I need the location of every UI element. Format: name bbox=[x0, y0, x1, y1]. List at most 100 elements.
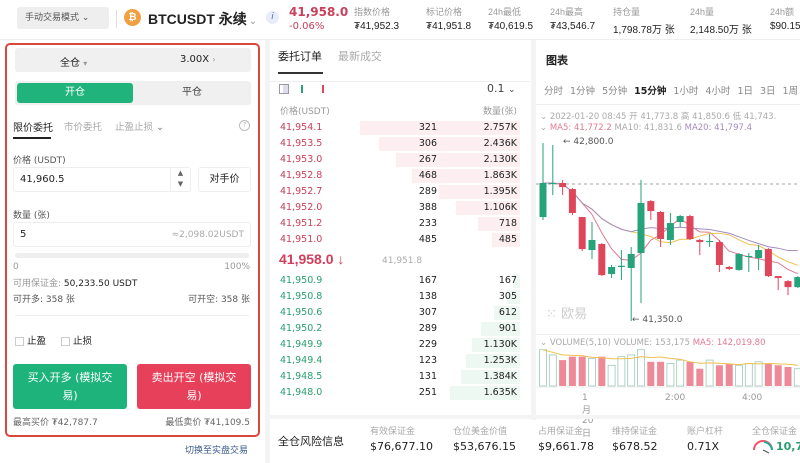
margin-mode-dropdown[interactable]: 全仓 ▾ bbox=[60, 54, 87, 69]
timeframe-tab[interactable]: 1小时 bbox=[673, 86, 699, 97]
tab-orders[interactable]: 委托订单 bbox=[278, 50, 322, 63]
close-tab[interactable]: 平仓 bbox=[182, 87, 202, 98]
order-total: 1.130K bbox=[483, 339, 517, 350]
checkbox-icon[interactable] bbox=[15, 337, 24, 346]
depth-bar bbox=[460, 370, 520, 384]
candle-body bbox=[559, 183, 567, 188]
risk-label: 账户杠杆 bbox=[687, 427, 724, 437]
tab-latest-trades[interactable]: 最新成交 bbox=[338, 50, 382, 63]
candle-body bbox=[657, 211, 665, 239]
trade-mode-dropdown[interactable]: 手动交易模式 ⌄ bbox=[17, 7, 109, 29]
timeframe-tab[interactable]: 3日 bbox=[759, 86, 776, 97]
ma-info: ⌄ MA5: 41,772.2 MA10: 41,831.6 MA20: 41,… bbox=[540, 123, 752, 133]
candle-body bbox=[764, 249, 772, 277]
candle-body bbox=[735, 253, 743, 270]
sell-short-button[interactable]: 卖出开空 (模拟交易) bbox=[137, 364, 251, 409]
order-price: 41,953.5 bbox=[280, 138, 323, 149]
order-total: 167 bbox=[498, 275, 517, 286]
bid-row[interactable]: 41,950.8 138 305 bbox=[275, 289, 525, 305]
timeframe-tab[interactable]: 5分钟 bbox=[602, 86, 628, 97]
timeframe-tab[interactable]: 4小时 bbox=[705, 86, 731, 97]
price-input[interactable]: 41,960.5 ▲ ▼ bbox=[13, 167, 191, 192]
stop-loss-checkbox[interactable]: 止损 bbox=[61, 333, 92, 347]
depth-bar bbox=[378, 137, 520, 151]
leverage-button[interactable]: 3.00X › bbox=[180, 54, 216, 65]
volume-bar bbox=[686, 361, 694, 386]
volume-bar bbox=[735, 364, 743, 387]
bid-row[interactable]: 41,950.6 307 612 bbox=[275, 305, 525, 321]
bid-row[interactable]: 41,948.5 131 1.384K bbox=[275, 369, 525, 385]
candle-body bbox=[676, 216, 684, 223]
timeframe-tabs: 分时 1分钟 5分钟 15分钟 1小时 4小时 1日 3日 1周 bbox=[544, 83, 800, 97]
take-profit-checkbox[interactable]: 止盈 bbox=[15, 333, 46, 347]
tab-limit-order[interactable]: 限价委托 bbox=[13, 123, 53, 134]
qty-slider[interactable] bbox=[15, 253, 249, 258]
buy-long-button[interactable]: 买入开多 (模拟交易) bbox=[13, 364, 127, 409]
divider bbox=[270, 415, 800, 419]
help-icon[interactable]: ? bbox=[239, 120, 250, 131]
timeframe-tab[interactable]: 1日 bbox=[737, 86, 753, 97]
divider bbox=[270, 81, 530, 82]
ask-row[interactable]: 41,952.8 468 1.863K bbox=[275, 168, 525, 184]
divider bbox=[536, 104, 800, 105]
ask-row[interactable]: 41,951.2 233 718 bbox=[275, 216, 525, 232]
ask-row[interactable]: 41,953.0 267 2.130K bbox=[275, 152, 525, 168]
order-price: 41,954.1 bbox=[280, 122, 323, 133]
timeframe-tab[interactable]: 1周 bbox=[782, 86, 799, 97]
max-buy-price: 最高买价 ₮42,787.7 bbox=[13, 418, 98, 428]
order-total: 901 bbox=[498, 323, 517, 334]
timeframe-tab[interactable]: 1分钟 bbox=[570, 86, 596, 97]
volume-bar bbox=[598, 356, 606, 386]
candle-body bbox=[617, 265, 625, 267]
order-price: 41,951.2 bbox=[280, 218, 323, 229]
price-stepper[interactable]: ▲ ▼ bbox=[170, 168, 190, 191]
depth-both-icon[interactable] bbox=[279, 84, 289, 94]
precision-value: 0.1 bbox=[487, 82, 505, 95]
counter-price-button[interactable]: 对手价 bbox=[198, 167, 251, 192]
ask-row[interactable]: 41,954.1 321 2.757K bbox=[275, 120, 525, 136]
volume-bar bbox=[548, 354, 557, 387]
tab-tp-sl[interactable]: 止盈止损 ⌄ bbox=[115, 119, 164, 133]
symbol-selector[interactable]: BTCUSDT 永续 ⌄ bbox=[148, 9, 257, 29]
bid-row[interactable]: 41,950.2 289 901 bbox=[275, 321, 525, 337]
ask-row[interactable]: 41,952.7 289 1.395K bbox=[275, 184, 525, 200]
bid-row[interactable]: 41,949.4 123 1.253K bbox=[275, 353, 525, 369]
arrow-down-icon[interactable]: ▼ bbox=[177, 180, 184, 188]
order-price: 41,949.4 bbox=[280, 355, 323, 366]
depth-bids-icon[interactable] bbox=[301, 85, 303, 93]
stat-item: 24h量 2,148.50万 张 bbox=[690, 5, 752, 36]
timeframe-tab[interactable]: 分时 bbox=[544, 86, 564, 97]
avail-margin-value: 50,233.50 USDT bbox=[63, 279, 138, 289]
candle-body bbox=[568, 189, 576, 213]
arrow-up-icon[interactable]: ▲ bbox=[177, 169, 184, 177]
depth-asks-icon[interactable] bbox=[322, 85, 324, 93]
candle-body bbox=[647, 201, 655, 212]
checkbox-icon[interactable] bbox=[61, 337, 70, 346]
qty-input[interactable]: 5 ≈2,098.02USDT bbox=[13, 222, 251, 247]
switch-live-trading-link[interactable]: 切换至实盘交易 bbox=[185, 446, 249, 456]
risk-value: $53,676.15 bbox=[453, 440, 516, 453]
risk-item: 账户杠杆 0.71X bbox=[687, 424, 723, 453]
candlestick-chart[interactable] bbox=[536, 138, 800, 420]
stat-item: 持仓量 1,798.78万 张 bbox=[613, 5, 675, 36]
bid-row[interactable]: 41,950.9 167 167 bbox=[275, 273, 525, 289]
ask-row[interactable]: 41,951.0 485 485 bbox=[275, 232, 525, 248]
bid-row[interactable]: 41,949.9 229 1.130K bbox=[275, 337, 525, 353]
order-price: 41,950.9 bbox=[280, 275, 323, 286]
caret-right-icon: › bbox=[212, 55, 216, 64]
volume-bar bbox=[539, 349, 547, 387]
symbol-label: BTCUSDT 永续 bbox=[148, 11, 247, 27]
info-icon[interactable]: i bbox=[266, 11, 279, 24]
precision-dropdown[interactable]: 0.1 ⌄ bbox=[487, 82, 516, 95]
stat-item: 指数价格 ₮41,952.3 bbox=[354, 5, 399, 32]
ask-row[interactable]: 41,952.0 388 1.106K bbox=[275, 200, 525, 216]
bid-row[interactable]: 41,948.0 251 1.635K bbox=[275, 385, 525, 401]
timeframe-tab[interactable]: 15分钟 bbox=[634, 86, 667, 97]
volume-bar bbox=[754, 361, 763, 387]
tab-market-order[interactable]: 市价委托 bbox=[64, 122, 103, 133]
open-tab[interactable]: 开仓 bbox=[17, 83, 133, 103]
candle-body bbox=[745, 255, 753, 258]
ask-row[interactable]: 41,953.5 306 2.436K bbox=[275, 136, 525, 152]
order-total: 1.384K bbox=[483, 371, 517, 382]
depth-bar bbox=[411, 169, 520, 183]
